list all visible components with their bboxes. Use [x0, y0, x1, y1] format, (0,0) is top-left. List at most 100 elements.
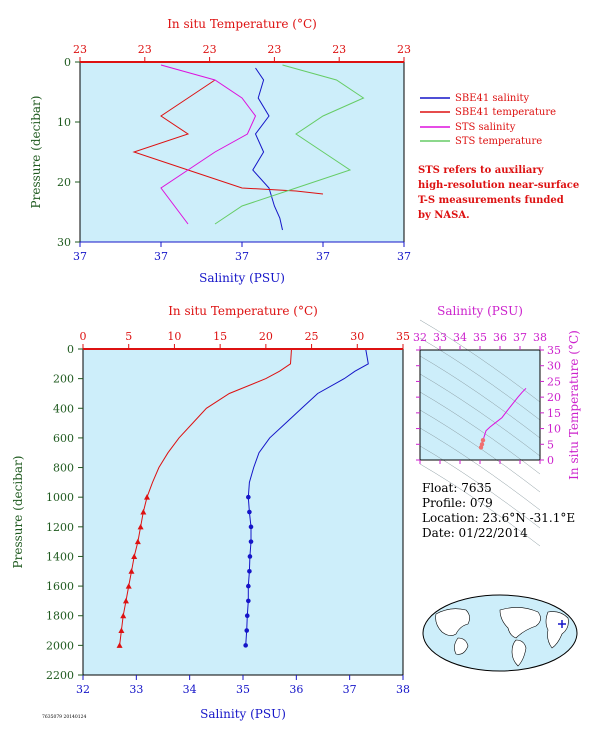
- bottom-panel: 0 5 10 15 20 25 30 35 32 33 34 35 36 37 38 0 200 400 600 80…: [11, 304, 410, 721]
- top-sal-tick-label: 37: [154, 250, 168, 263]
- top-pressure-tick-label: 20: [57, 176, 71, 189]
- ts-point: [480, 438, 486, 443]
- temperature-marker: [144, 494, 150, 500]
- legend-label-sbe41-temperature: SBE41 temperature: [455, 107, 556, 118]
- float-id: Float: 7635: [422, 481, 492, 495]
- top-temp-tick-label: 23: [397, 43, 411, 56]
- bottom-axis-ticks: 0 5 10 15 20 25 30 35 32 33 34 35 36 37 38 0 200 400 600 80…: [46, 330, 410, 696]
- salinity-marker: [248, 539, 254, 544]
- top-axis-ticks: 23 23 23 23 23 23 37 37 37 37 37 0 10 20 30: [57, 43, 411, 263]
- salinity-marker: [246, 494, 251, 500]
- note-line-2: high-resolution near-surface: [418, 180, 579, 191]
- float-location: Location: 23.6°N -31.1°E: [422, 511, 575, 525]
- inset-temp-axis-title: In situ Temperature (°C): [567, 330, 581, 480]
- profile-date: Date: 01/22/2014: [422, 526, 528, 540]
- density-contour: [419, 409, 541, 493]
- density-contour: [419, 373, 541, 457]
- top-plot-area: [80, 62, 404, 242]
- bottom-temp-tick-label: 10: [167, 330, 181, 343]
- salinity-marker: [247, 554, 253, 559]
- inset-sal-tick-label: 35: [473, 331, 487, 344]
- top-pressure-tick-label: 0: [64, 56, 71, 69]
- continent-south-america: [511, 639, 527, 667]
- ts-point: [479, 442, 485, 447]
- ts-inset: 32 33 34 35 36 37 38 0 5 10 15 20 25 30 35 Salinity (P…: [413, 304, 581, 547]
- temperature-marker: [134, 538, 141, 545]
- temperature-marker: [125, 583, 132, 589]
- temperature-marker: [131, 553, 138, 559]
- bottom-pressure-tick-label: 1000: [46, 491, 74, 504]
- inset-temp-tick-label: 0: [547, 454, 554, 467]
- bottom-pressure-tick-label: 1400: [46, 550, 74, 563]
- density-contour: [419, 391, 541, 475]
- bottom-temp-tick-label: 0: [80, 330, 87, 343]
- bottom-pressure-axis-title: Pressure (decibar): [11, 456, 25, 569]
- bottom-pressure-tick-label: 1200: [46, 521, 74, 534]
- bottom-pressure-tick-label: 0: [67, 343, 74, 356]
- bottom-pressure-tick-label: 2000: [46, 639, 74, 652]
- top-series-group: [132, 64, 365, 231]
- bottom-temp-axis-title: In situ Temperature (°C): [168, 304, 318, 318]
- density-contour: [419, 337, 541, 421]
- bottom-temp-tick-label: 15: [213, 330, 227, 343]
- bottom-pressure-tick-label: 400: [53, 402, 74, 415]
- top-sal-tick-label: 37: [235, 250, 249, 263]
- inset-temp-tick-label: 5: [547, 438, 554, 451]
- salinity-marker: [247, 568, 252, 574]
- salinity-marker: [244, 613, 250, 619]
- continent-europe-africa: [545, 611, 569, 649]
- top-temp-tick-label: 23: [332, 43, 346, 56]
- salinity-marker: [243, 643, 248, 648]
- density-contour: [419, 427, 541, 511]
- top-series-line-1: [132, 79, 324, 195]
- bottom-temp-tick-label: 30: [350, 330, 364, 343]
- bottom-series-group: [116, 348, 369, 648]
- sts-note: STS refers to auxiliary high-resolution …: [418, 165, 579, 221]
- legend-label-sts-salinity: STS salinity: [455, 122, 516, 133]
- inset-sal-tick-label: 38: [533, 331, 547, 344]
- bottom-sal-tick-label: 32: [76, 683, 90, 696]
- inset-density-contours: [419, 319, 541, 547]
- bottom-pressure-tick-label: 800: [53, 462, 74, 475]
- inset-temp-tick-label: 25: [547, 375, 561, 388]
- density-contour: [419, 355, 541, 439]
- temperature-marker: [128, 568, 135, 574]
- temperature-marker: [120, 612, 127, 619]
- salinity-marker: [246, 583, 251, 589]
- top-legend: SBE41 salinity SBE41 temperature STS sal…: [420, 93, 556, 147]
- top-pressure-tick-label: 30: [57, 236, 71, 249]
- continent-north-america: [499, 607, 541, 639]
- bottom-temperature-line: [119, 348, 292, 646]
- top-series-line-3: [214, 64, 365, 225]
- density-contour: [419, 319, 541, 403]
- profile-number: Profile: 079: [422, 496, 493, 510]
- note-line-4: by NASA.: [418, 210, 470, 221]
- top-series-line-2: [160, 64, 257, 225]
- density-contour: [419, 445, 541, 529]
- inset-axis-ticks: 32 33 34 35 36 37 38 0 5 10 15 20 25 30 35: [413, 331, 561, 467]
- map-float-marker: [558, 620, 566, 628]
- inset-ts-points: [478, 387, 527, 450]
- inset-sal-tick-label: 34: [453, 331, 467, 344]
- salinity-marker: [247, 509, 252, 515]
- inset-temp-tick-label: 15: [547, 407, 561, 420]
- salinity-marker: [246, 598, 251, 604]
- inset-sal-tick-label: 32: [413, 331, 427, 344]
- bottom-temp-tick-label: 25: [305, 330, 319, 343]
- temperature-marker: [118, 627, 125, 634]
- inset-temp-tick-label: 35: [547, 344, 561, 357]
- inset-sal-axis-title: Salinity (PSU): [437, 304, 523, 318]
- inset-sal-tick-label: 37: [513, 331, 527, 344]
- top-temp-tick-label: 23: [73, 43, 87, 56]
- bottom-sal-tick-label: 35: [236, 683, 250, 696]
- bottom-pressure-tick-label: 200: [53, 373, 74, 386]
- temperature-marker: [122, 597, 129, 604]
- bottom-temp-tick-label: 5: [125, 330, 132, 343]
- bottom-temp-tick-label: 35: [396, 330, 410, 343]
- map-continents: [435, 607, 569, 667]
- salinity-marker: [244, 628, 250, 633]
- bottom-pressure-tick-label: 600: [53, 432, 74, 445]
- bottom-pressure-tick-label: 1600: [46, 580, 74, 593]
- bottom-sal-tick-label: 34: [183, 683, 197, 696]
- continent-australia: [454, 637, 469, 655]
